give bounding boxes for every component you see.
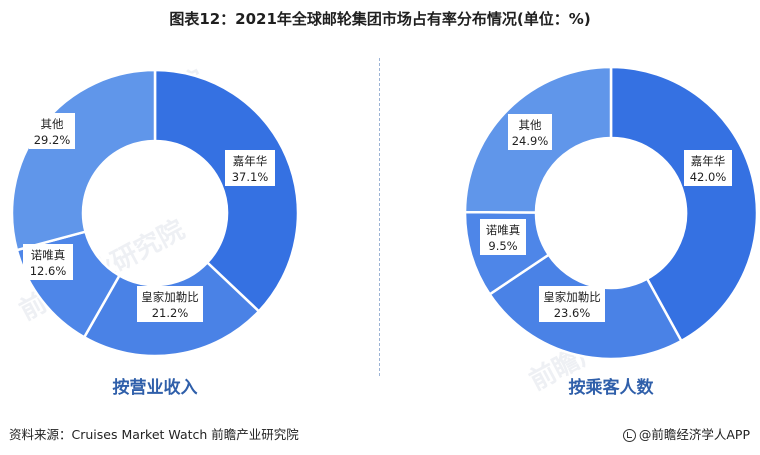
label-box: [137, 286, 203, 322]
label-box: [225, 150, 275, 186]
brand-credit: @前瞻经济学人APP: [622, 424, 750, 443]
brand-logo-icon: [622, 429, 636, 442]
slice-label-1-3: 其他 24.9%: [508, 114, 552, 150]
donut-slice-0-0: [153, 68, 300, 314]
slice-label-1-0: 嘉年华 42.0%: [684, 150, 732, 186]
slice-value: 24.9%: [512, 134, 549, 148]
brand-text: @前瞻经济学人APP: [638, 427, 750, 442]
slice-value: 9.5%: [488, 239, 517, 253]
chart-caption-0: 按营业收入: [113, 377, 198, 398]
donut-charts: 嘉年华 37.1% 皇家加勒比 21.2% 诺唯真 12.6% 其他 29.2% 按营业收入 嘉年…: [10, 65, 759, 398]
label-box: [684, 150, 732, 186]
donut-slice-0-3: [10, 68, 157, 252]
slice-value: 42.0%: [690, 170, 727, 184]
slice-label-0-2: 诺唯真 12.6%: [23, 244, 73, 280]
slice-name: 其他: [519, 118, 542, 132]
slice-label-1-2: 诺唯真 9.5%: [480, 219, 526, 255]
slice-name: 诺唯真: [31, 248, 66, 262]
label-box: [508, 114, 552, 150]
chart-title: 图表12：2021年全球邮轮集团市场占有率分布情况(单位：%): [169, 10, 591, 28]
divider: [379, 58, 380, 376]
slice-value: 21.2%: [152, 306, 189, 320]
slice-label-1-1: 皇家加勒比 23.6%: [539, 286, 605, 322]
slice-name: 皇家加勒比: [141, 290, 199, 304]
slice-value: 12.6%: [30, 264, 67, 278]
label-box: [29, 113, 75, 149]
slice-value: 29.2%: [34, 133, 71, 147]
slice-name: 其他: [41, 117, 64, 131]
slice-name: 皇家加勒比: [543, 290, 601, 304]
slice-name: 诺唯真: [486, 223, 521, 237]
source-note: 资料来源：Cruises Market Watch 前瞻产业研究院: [9, 427, 299, 442]
donut-slice-1-0: [609, 65, 759, 343]
slice-name: 嘉年华: [233, 154, 268, 168]
label-box: [480, 219, 526, 255]
slice-value: 23.6%: [554, 306, 591, 320]
slice-label-0-0: 嘉年华 37.1%: [225, 150, 275, 186]
slice-value: 37.1%: [232, 170, 269, 184]
slice-label-0-3: 其他 29.2%: [29, 113, 75, 149]
slice-label-0-1: 皇家加勒比 21.2%: [137, 286, 203, 322]
label-box: [539, 286, 605, 322]
slice-name: 嘉年华: [691, 154, 726, 168]
label-box: [23, 244, 73, 280]
chart-caption-1: 按乘客人数: [569, 377, 655, 398]
